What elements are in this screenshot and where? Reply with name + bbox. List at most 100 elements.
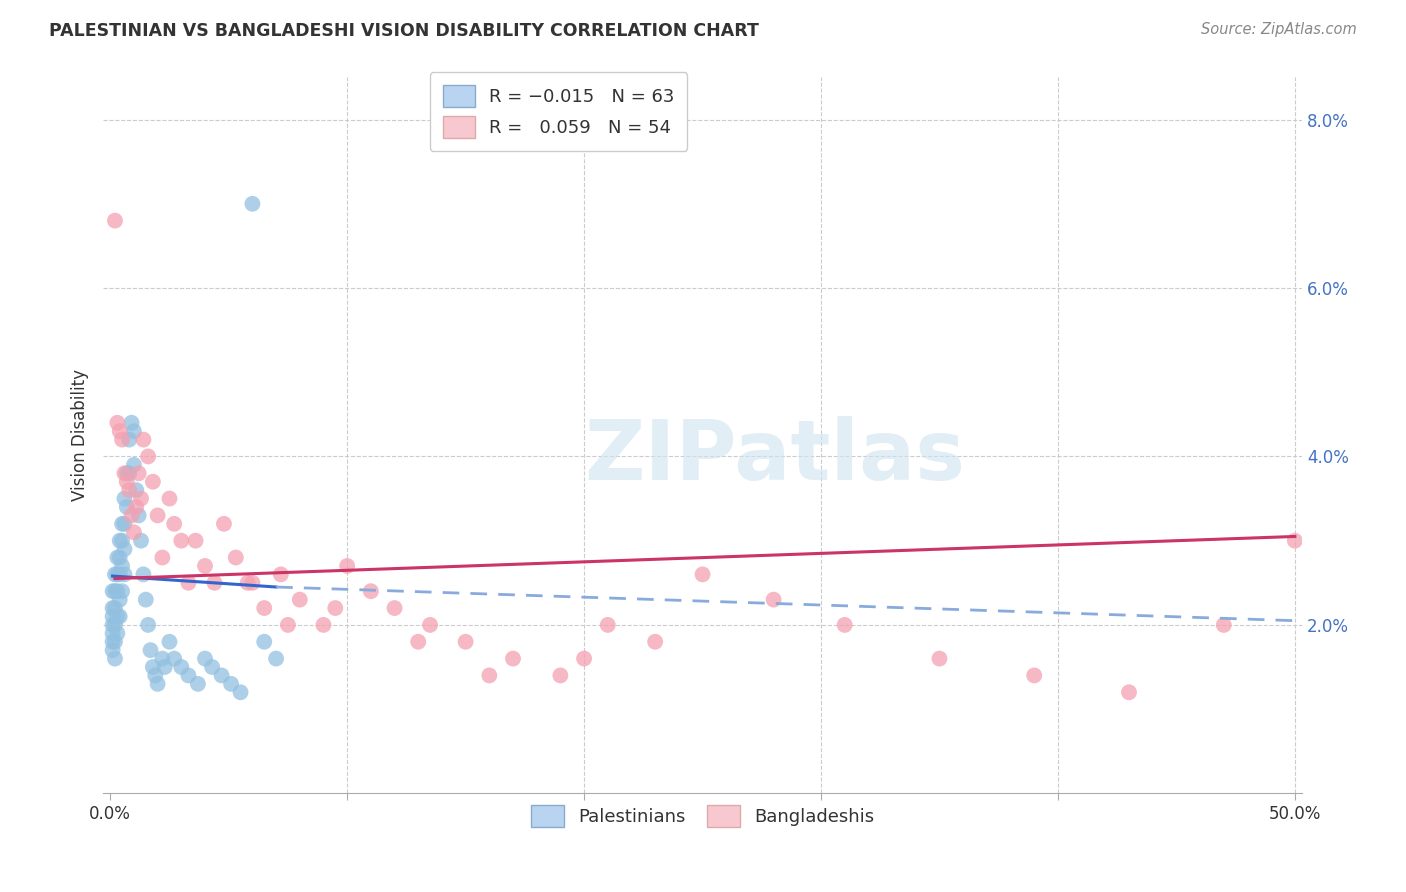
Point: [108, 550, 131, 565]
Point: [201, 660, 224, 674]
Point: [104, 634, 127, 648]
Point: [159, 634, 181, 648]
Point: [177, 575, 200, 590]
Point: [1212, 618, 1234, 632]
Legend: Palestinians, Bangladeshis: Palestinians, Bangladeshis: [524, 798, 882, 834]
Point: [101, 626, 124, 640]
Point: [114, 491, 136, 506]
Point: [104, 567, 127, 582]
Point: [644, 634, 666, 648]
Point: [122, 525, 145, 540]
Point: [122, 458, 145, 472]
Point: [114, 542, 136, 557]
Point: [502, 651, 524, 665]
Point: [225, 550, 247, 565]
Text: Source: ZipAtlas.com: Source: ZipAtlas.com: [1201, 22, 1357, 37]
Point: [104, 618, 127, 632]
Point: [406, 634, 429, 648]
Point: [194, 651, 217, 665]
Point: [204, 575, 226, 590]
Point: [550, 668, 572, 682]
Point: [323, 601, 346, 615]
Point: [104, 601, 127, 615]
Point: [128, 508, 150, 523]
Point: [136, 618, 159, 632]
Point: [115, 467, 138, 481]
Point: [312, 618, 335, 632]
Point: [336, 558, 359, 573]
Point: [129, 533, 152, 548]
Point: [184, 533, 207, 548]
Point: [108, 424, 131, 438]
Point: [692, 567, 714, 582]
Point: [101, 609, 124, 624]
Point: [108, 567, 131, 582]
Point: [150, 651, 173, 665]
Point: [419, 618, 441, 632]
Point: [115, 475, 138, 489]
Point: [229, 685, 252, 699]
Point: [115, 500, 138, 514]
Point: [105, 626, 128, 640]
Point: [142, 660, 165, 674]
Point: [187, 677, 209, 691]
Point: [136, 450, 159, 464]
Point: [114, 467, 136, 481]
Point: [111, 516, 134, 531]
Point: [270, 567, 292, 582]
Point: [1024, 668, 1046, 682]
Point: [121, 508, 143, 523]
Point: [101, 634, 124, 648]
Point: [101, 584, 124, 599]
Point: [572, 651, 595, 665]
Point: [170, 533, 193, 548]
Y-axis label: Vision Disability: Vision Disability: [72, 369, 89, 501]
Point: [236, 575, 259, 590]
Point: [242, 575, 264, 590]
Point: [125, 500, 148, 514]
Point: [142, 475, 165, 489]
Point: [834, 618, 856, 632]
Point: [170, 660, 193, 674]
Point: [105, 550, 128, 565]
Point: [384, 601, 406, 615]
Point: [132, 433, 155, 447]
Point: [132, 567, 155, 582]
Point: [277, 618, 299, 632]
Point: [118, 483, 141, 497]
Point: [146, 508, 169, 523]
Point: [118, 467, 141, 481]
Point: [122, 424, 145, 438]
Text: ZIPatlas: ZIPatlas: [583, 417, 965, 498]
Point: [101, 618, 124, 632]
Point: [111, 584, 134, 599]
Point: [264, 651, 287, 665]
Point: [105, 416, 128, 430]
Point: [108, 609, 131, 624]
Point: [101, 643, 124, 657]
Point: [194, 558, 217, 573]
Point: [288, 592, 311, 607]
Point: [153, 660, 176, 674]
Point: [454, 634, 477, 648]
Point: [253, 601, 276, 615]
Point: [128, 467, 150, 481]
Point: [212, 516, 235, 531]
Point: [762, 592, 785, 607]
Point: [108, 592, 131, 607]
Point: [101, 601, 124, 615]
Point: [150, 550, 173, 565]
Point: [1118, 685, 1140, 699]
Point: [108, 533, 131, 548]
Point: [105, 567, 128, 582]
Point: [105, 609, 128, 624]
Point: [111, 533, 134, 548]
Point: [211, 668, 233, 682]
Point: [478, 668, 501, 682]
Point: [121, 416, 143, 430]
Point: [159, 491, 181, 506]
Point: [111, 433, 134, 447]
Point: [105, 584, 128, 599]
Point: [111, 558, 134, 573]
Point: [253, 634, 276, 648]
